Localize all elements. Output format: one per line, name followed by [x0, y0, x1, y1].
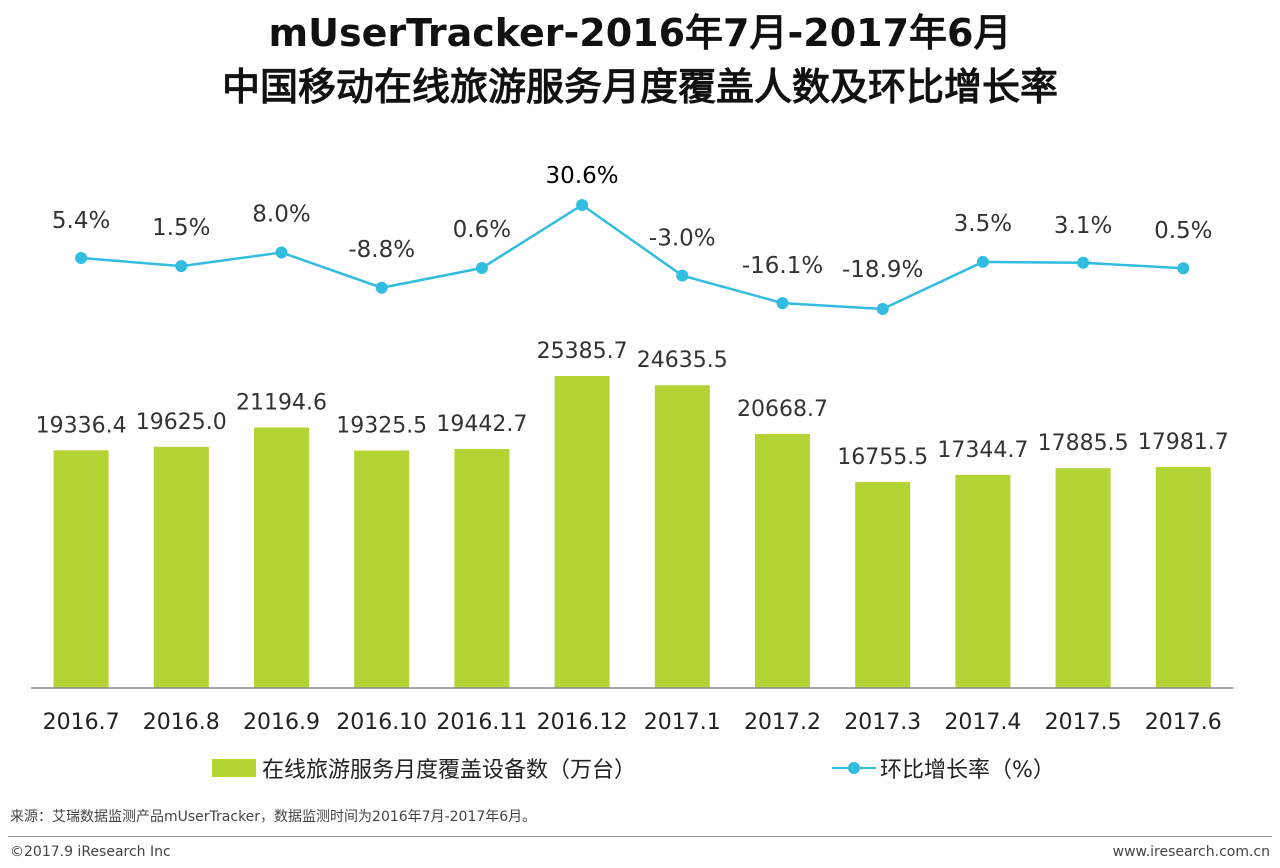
line-point-2016.12 [576, 199, 589, 211]
bar-label-2016.8: 19625.0 [136, 410, 227, 435]
line-label-2016.9: 8.0% [252, 201, 310, 227]
line-label-2016.7: 5.4% [52, 208, 110, 234]
bar-label-2017.1: 24635.5 [637, 348, 728, 373]
bar-label-2017.4: 17344.7 [937, 438, 1028, 463]
bar-label-2017.5: 17885.5 [1038, 431, 1129, 456]
line-point-2017.2 [776, 297, 789, 310]
x-tick-2016.7: 2016.7 [43, 710, 120, 735]
x-tick-2017.5: 2017.5 [1045, 710, 1122, 735]
bar-2016.11 [454, 449, 510, 688]
bar-label-2017.3: 16755.5 [837, 445, 928, 470]
bar-2016.12 [554, 376, 610, 688]
line-point-2017.1 [676, 269, 689, 282]
website-link[interactable]: www.iresearch.com.cn [1112, 844, 1270, 860]
legend-bar: 在线旅游服务月度覆盖设备数（万台） [212, 752, 636, 784]
line-point-2016.7 [75, 251, 88, 264]
bar-2016.9 [254, 427, 309, 688]
chart-title-line2: 中国移动在线旅游服务月度覆盖人数及环比增长率 [221, 65, 1058, 109]
bar-label-2016.12: 25385.7 [537, 339, 628, 364]
x-tick-2017.2: 2017.2 [744, 710, 821, 735]
x-tick-2016.12: 2016.12 [537, 710, 628, 735]
x-tick-2016.9: 2016.9 [243, 710, 320, 735]
line-label-2016.12: 30.6% [546, 163, 619, 189]
line-label-2017.3: -18.9% [842, 257, 923, 283]
bar-2017.1 [654, 385, 710, 688]
line-point-2016.10 [375, 281, 388, 294]
x-tick-2016.8: 2016.8 [143, 710, 220, 735]
bar-2017.5 [1055, 468, 1111, 688]
line-label-2017.4: 3.5% [954, 211, 1012, 237]
x-tick-2017.6: 2017.6 [1145, 710, 1222, 735]
legend-line-marker [832, 759, 876, 777]
line-point-2016.11 [475, 262, 488, 275]
line-label-2016.8: 1.5% [152, 215, 210, 241]
bar-2016.10 [354, 450, 410, 688]
line-label-2016.11: 0.6% [453, 217, 511, 243]
line-label-2017.6: 0.5% [1154, 218, 1212, 244]
bar-label-2016.10: 19325.5 [336, 413, 427, 438]
x-tick-2016.10: 2016.10 [336, 710, 427, 735]
bar-label-2016.11: 19442.7 [436, 412, 527, 437]
line-point-2016.9 [275, 246, 288, 259]
x-tick-2016.11: 2016.11 [436, 710, 527, 735]
chart-title-line1: mUserTracker-2016年7月-2017年6月 [268, 11, 1012, 55]
line-point-2017.5 [1077, 256, 1090, 269]
legend-line-label: 环比增长率（%） [880, 758, 1055, 783]
legend-line: 环比增长率（%） [832, 752, 1055, 784]
bar-label-2016.7: 19336.4 [36, 413, 127, 438]
line-point-2017.3 [876, 303, 889, 315]
bar-label-2016.9: 21194.6 [236, 391, 327, 416]
copyright: ©2017.9 iResearch Inc [10, 844, 171, 860]
x-tick-2017.1: 2017.1 [644, 710, 721, 735]
bar-2017.4 [955, 474, 1011, 688]
bar-2017.6 [1155, 466, 1211, 688]
line-label-2016.10: -8.8% [348, 237, 415, 263]
bar-2017.2 [755, 433, 810, 688]
line-point-2016.8 [175, 260, 188, 273]
bar-label-2017.6: 17981.7 [1138, 430, 1229, 455]
line-point-2017.4 [976, 255, 989, 268]
x-tick-2017.3: 2017.3 [844, 710, 921, 735]
line-point-2017.6 [1177, 262, 1190, 275]
source-note: 来源：艾瑞数据监测产品mUserTracker，数据监测时间为2016年7月-2… [10, 809, 537, 825]
line-label-2017.2: -16.1% [742, 253, 823, 279]
bar-2016.7 [53, 450, 109, 688]
legend-bar-label: 在线旅游服务月度覆盖设备数（万台） [262, 758, 637, 783]
footer-divider [8, 836, 1272, 837]
line-label-2017.5: 3.1% [1054, 213, 1112, 239]
bar-label-2017.2: 20668.7 [737, 397, 828, 422]
growth-rate-line [80, 203, 1184, 311]
x-tick-2017.4: 2017.4 [944, 710, 1021, 735]
line-label-2017.1: -3.0% [649, 226, 716, 252]
bar-2017.3 [855, 482, 911, 688]
bar-2016.8 [153, 446, 209, 688]
legend-bar-swatch [212, 759, 256, 777]
